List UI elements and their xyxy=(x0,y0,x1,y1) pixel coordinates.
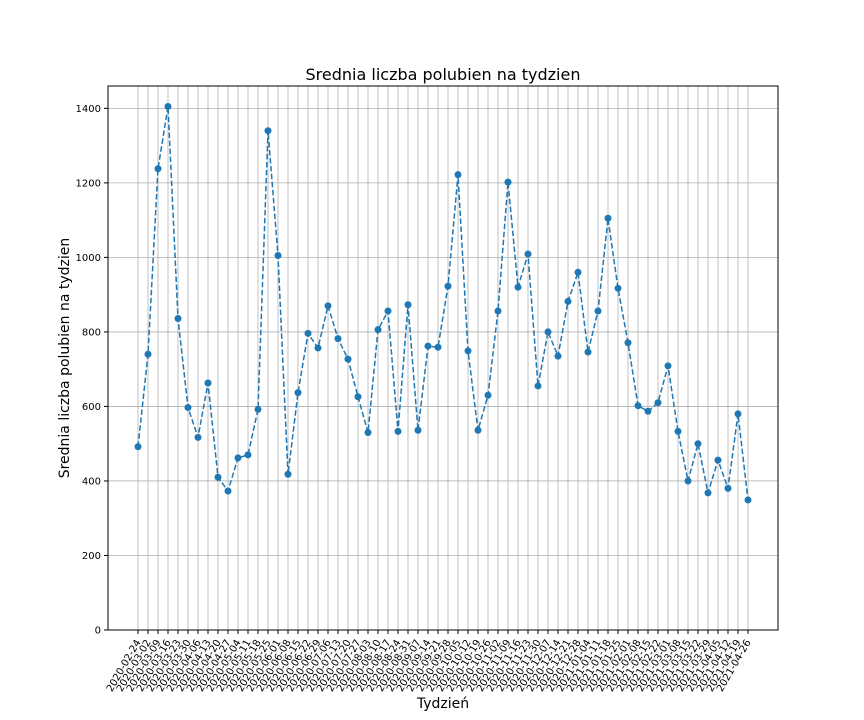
grid xyxy=(108,86,778,631)
data-point xyxy=(734,410,742,418)
data-point xyxy=(154,165,162,173)
data-point xyxy=(604,214,612,222)
data-point xyxy=(384,307,392,315)
series-points xyxy=(134,102,752,504)
data-point xyxy=(264,127,272,135)
data-point xyxy=(514,283,522,291)
y-tick-label: 200 xyxy=(82,551,101,562)
data-point xyxy=(274,252,282,260)
data-point xyxy=(484,391,492,399)
data-point xyxy=(504,178,512,186)
data-point xyxy=(404,301,412,309)
data-point xyxy=(334,335,342,343)
plot-frame xyxy=(107,85,779,631)
data-point xyxy=(464,347,472,355)
y-tick-label: 600 xyxy=(82,402,101,413)
chart-title: Srednia liczba polubien na tydzien xyxy=(306,65,581,84)
data-point xyxy=(534,382,542,390)
data-point xyxy=(744,496,752,504)
data-point xyxy=(584,348,592,356)
y-tick-label: 1200 xyxy=(76,178,101,189)
data-point xyxy=(714,456,722,464)
data-point xyxy=(324,302,332,310)
data-point xyxy=(724,484,732,492)
data-point xyxy=(234,454,242,462)
data-point xyxy=(674,427,682,435)
data-point xyxy=(314,344,322,352)
series-line xyxy=(137,106,749,501)
data-point xyxy=(664,362,672,370)
data-point xyxy=(694,440,702,448)
data-point xyxy=(554,352,562,360)
data-point xyxy=(684,477,692,485)
data-point xyxy=(344,355,352,363)
data-point xyxy=(434,343,442,351)
data-point xyxy=(374,326,382,334)
data-point xyxy=(444,282,452,290)
data-point xyxy=(224,487,232,495)
x-axis-ticks: 2020-02-242020-03-022020-03-092020-03-16… xyxy=(105,630,754,694)
data-point xyxy=(644,407,652,415)
data-point xyxy=(364,429,372,437)
data-point xyxy=(304,329,312,337)
data-point xyxy=(564,297,572,305)
data-point xyxy=(654,399,662,407)
y-tick-label: 400 xyxy=(82,476,101,487)
data-point xyxy=(204,379,212,387)
data-point xyxy=(494,307,502,315)
x-axis-title: Tydzień xyxy=(416,696,469,712)
data-point xyxy=(414,426,422,434)
data-point xyxy=(194,433,202,441)
data-point xyxy=(544,328,552,336)
data-point xyxy=(574,268,582,276)
y-tick-label: 800 xyxy=(82,327,101,338)
data-point xyxy=(214,473,222,481)
data-point xyxy=(624,339,632,347)
data-point xyxy=(594,307,602,315)
y-axis-ticks: 0 200 400 600 800 1000 1200 1400 xyxy=(76,104,108,637)
data-point xyxy=(134,443,142,451)
data-point xyxy=(614,284,622,292)
data-point xyxy=(354,393,362,401)
data-point xyxy=(174,315,182,323)
data-point xyxy=(454,171,462,179)
y-tick-label: 1000 xyxy=(76,253,101,264)
data-point xyxy=(424,342,432,350)
data-point xyxy=(144,350,152,358)
data-point xyxy=(294,389,302,397)
data-point xyxy=(244,451,252,459)
y-tick-label: 0 xyxy=(95,626,101,637)
y-axis-title: Srednia liczba polubien na tydzien xyxy=(57,238,73,479)
data-point xyxy=(254,405,262,413)
data-point xyxy=(164,102,172,110)
data-point xyxy=(474,426,482,434)
data-point xyxy=(634,402,642,410)
data-point xyxy=(184,404,192,412)
y-tick-label: 1400 xyxy=(76,104,101,115)
data-point xyxy=(524,250,532,258)
data-point xyxy=(284,470,292,478)
data-point xyxy=(394,427,402,435)
data-point xyxy=(704,489,712,497)
